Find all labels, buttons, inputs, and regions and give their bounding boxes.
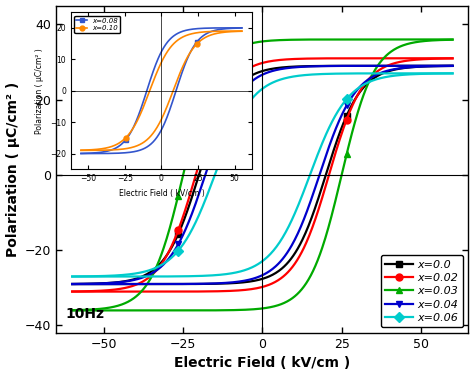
Legend: x=0.0, x=0.02, x=0.03, x=0.04, x=0.06: x=0.0, x=0.02, x=0.03, x=0.04, x=0.06 [381,255,463,327]
Y-axis label: Polarization ( μC/cm² ): Polarization ( μC/cm² ) [6,82,19,257]
Text: 10Hz: 10Hz [66,307,105,321]
X-axis label: Electric Field ( kV/cm ): Electric Field ( kV/cm ) [174,356,350,370]
